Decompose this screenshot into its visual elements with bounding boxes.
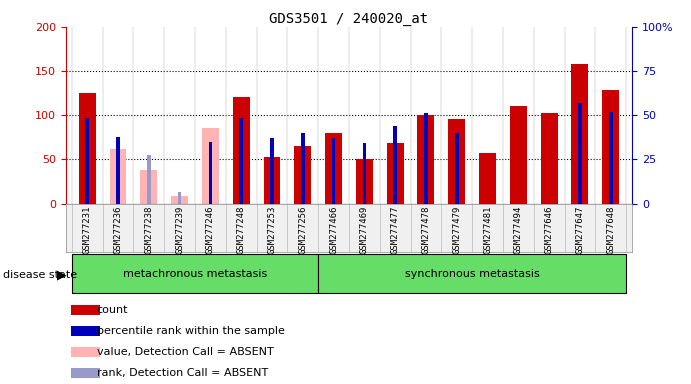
Bar [71, 326, 100, 336]
Text: GSM277479: GSM277479 [452, 206, 461, 254]
Text: GSM277466: GSM277466 [329, 206, 338, 254]
Bar [393, 126, 397, 204]
Bar [110, 149, 126, 204]
Text: GSM277239: GSM277239 [175, 206, 184, 254]
Text: GSM277647: GSM277647 [576, 206, 585, 254]
Bar [448, 119, 465, 204]
Text: GSM277248: GSM277248 [237, 206, 246, 254]
Bar [270, 138, 274, 204]
Bar [171, 197, 188, 204]
Text: GSM277253: GSM277253 [267, 206, 276, 254]
Bar [510, 106, 527, 204]
Bar [71, 347, 100, 357]
Bar [202, 128, 219, 204]
Bar [325, 133, 342, 204]
Bar [479, 153, 496, 204]
Bar [424, 113, 428, 204]
Bar [209, 142, 212, 204]
Bar [86, 118, 89, 204]
Text: GSM277238: GSM277238 [144, 206, 153, 254]
Bar [72, 254, 318, 293]
Text: disease state: disease state [3, 270, 77, 280]
Text: synchronous metastasis: synchronous metastasis [405, 268, 540, 279]
Bar [455, 133, 459, 204]
Text: GSM277236: GSM277236 [113, 206, 122, 254]
Bar [301, 133, 305, 204]
Bar [603, 89, 619, 204]
Bar [417, 115, 435, 204]
Text: count: count [97, 305, 129, 314]
Text: GSM277477: GSM277477 [390, 206, 399, 254]
Text: GSM277478: GSM277478 [422, 206, 430, 254]
Text: ▶: ▶ [57, 268, 67, 281]
Text: value, Detection Call = ABSENT: value, Detection Call = ABSENT [97, 347, 274, 357]
Text: GSM277246: GSM277246 [206, 206, 215, 254]
Bar [578, 103, 582, 204]
Bar [233, 97, 249, 204]
Text: rank, Detection Call = ABSENT: rank, Detection Call = ABSENT [97, 368, 268, 378]
Bar [178, 192, 182, 204]
Text: GSM277469: GSM277469 [360, 206, 369, 254]
Bar [116, 137, 120, 204]
Bar [147, 155, 151, 204]
Bar [263, 157, 281, 204]
Bar [387, 142, 404, 204]
Bar [363, 144, 366, 204]
Bar [571, 64, 588, 204]
Bar [239, 118, 243, 204]
Bar [318, 254, 626, 293]
Bar [71, 305, 100, 315]
Bar [332, 138, 335, 204]
Bar [609, 112, 612, 204]
Bar [356, 159, 373, 204]
Text: GSM277494: GSM277494 [514, 206, 523, 254]
Text: GSM277481: GSM277481 [483, 206, 492, 254]
Text: GSM277231: GSM277231 [83, 206, 92, 254]
Title: GDS3501 / 240020_at: GDS3501 / 240020_at [269, 12, 428, 26]
Text: metachronous metastasis: metachronous metastasis [123, 268, 267, 279]
Text: percentile rank within the sample: percentile rank within the sample [97, 326, 285, 336]
Text: GSM277648: GSM277648 [606, 206, 615, 254]
Bar [79, 93, 95, 204]
Bar [540, 113, 558, 204]
Bar [140, 170, 158, 204]
Text: GSM277256: GSM277256 [299, 206, 307, 254]
Bar [294, 146, 311, 204]
Text: GSM277646: GSM277646 [545, 206, 553, 254]
Bar [71, 368, 100, 378]
